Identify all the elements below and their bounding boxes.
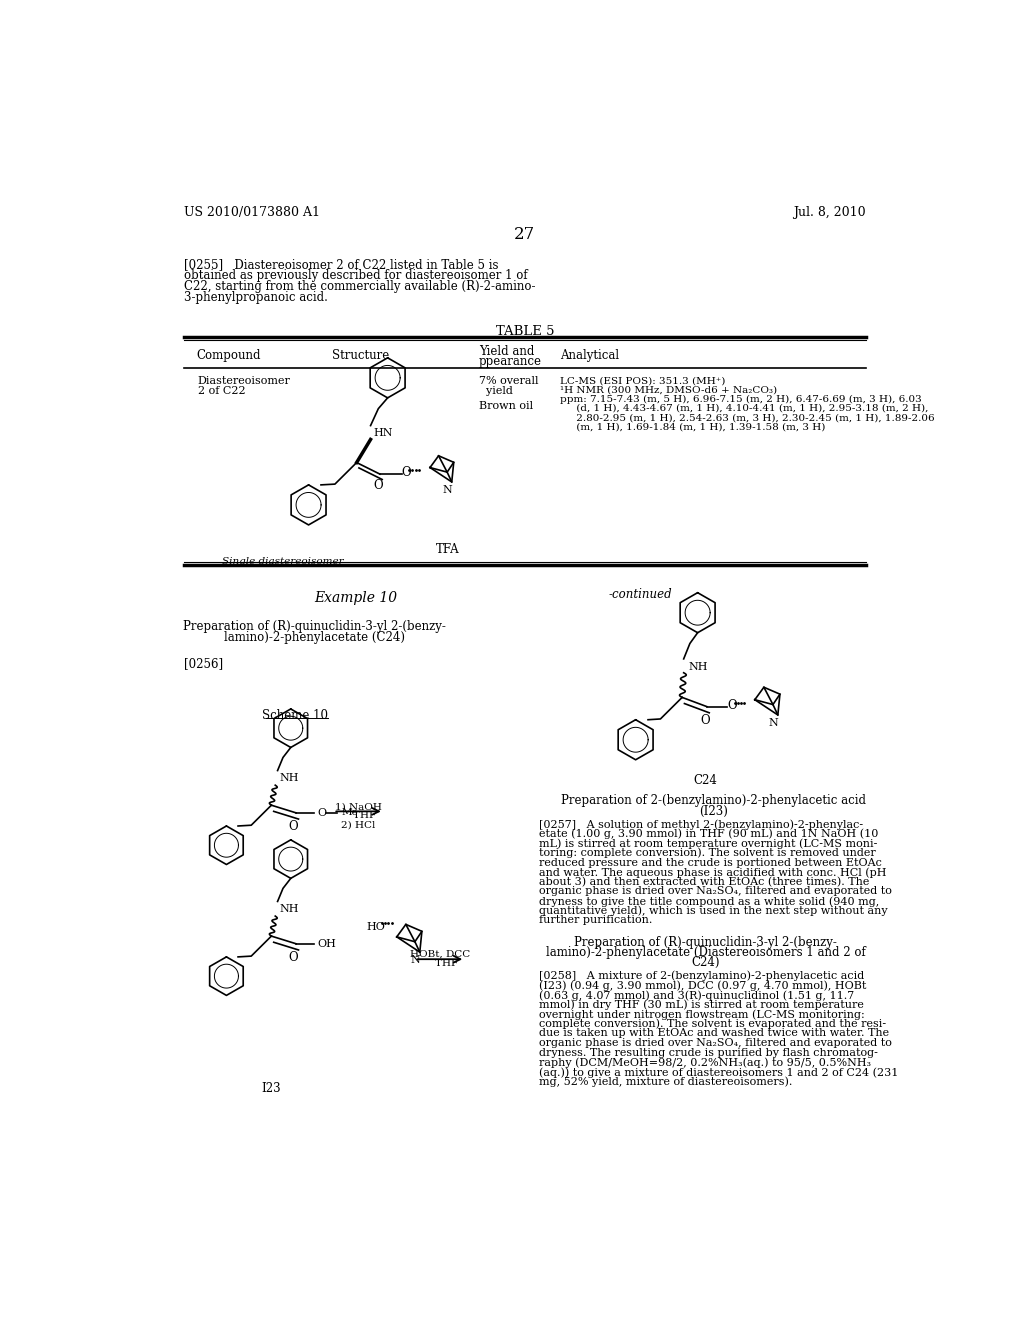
Text: dryness to give the title compound as a white solid (940 mg,: dryness to give the title compound as a … [539, 896, 879, 907]
Text: NH: NH [280, 904, 299, 915]
Text: Structure: Structure [332, 350, 389, 363]
Text: 27: 27 [514, 226, 536, 243]
Text: Single diastereoisomer: Single diastereoisomer [222, 557, 344, 566]
Text: NH: NH [688, 661, 708, 672]
Text: etate (1.00 g, 3.90 mmol) in THF (90 mL) and 1N NaOH (10: etate (1.00 g, 3.90 mmol) in THF (90 mL)… [539, 829, 879, 840]
Text: Jul. 8, 2010: Jul. 8, 2010 [794, 206, 866, 219]
Text: organic phase is dried over Na₂SO₄, filtered and evaporated to: organic phase is dried over Na₂SO₄, filt… [539, 1038, 892, 1048]
Text: quantitative yield), which is used in the next step without any: quantitative yield), which is used in th… [539, 906, 888, 916]
Text: mg, 52% yield, mixture of diastereoisomers).: mg, 52% yield, mixture of diastereoisome… [539, 1077, 793, 1088]
Text: O: O [727, 698, 736, 711]
Text: 1) NaOH: 1) NaOH [335, 803, 382, 810]
Text: O: O [289, 820, 298, 833]
Text: O: O [374, 479, 383, 492]
Text: ppearance: ppearance [479, 355, 542, 368]
Text: O: O [700, 714, 711, 727]
Text: LC-MS (ESI POS): 351.3 (MH⁺): LC-MS (ESI POS): 351.3 (MH⁺) [560, 376, 726, 385]
Text: US 2010/0173880 A1: US 2010/0173880 A1 [183, 206, 319, 219]
Text: I23: I23 [261, 1082, 282, 1096]
Text: HN: HN [374, 428, 393, 438]
Text: overnight under nitrogen flowstream (LC-MS monitoring:: overnight under nitrogen flowstream (LC-… [539, 1010, 864, 1020]
Text: 2) HCl: 2) HCl [341, 821, 376, 829]
Text: Preparation of 2-(benzylamino)-2-phenylacetic acid: Preparation of 2-(benzylamino)-2-phenyla… [560, 795, 865, 808]
Text: [0257]   A solution of methyl 2-(benzylamino)-2-phenylac-: [0257] A solution of methyl 2-(benzylami… [539, 818, 863, 830]
Text: OH: OH [317, 939, 337, 949]
Text: yield: yield [479, 385, 513, 396]
Text: O: O [289, 952, 298, 964]
Text: mL) is stirred at room temperature overnight (LC-MS moni-: mL) is stirred at room temperature overn… [539, 838, 878, 849]
Text: due is taken up with EtOAc and washed twice with water. The: due is taken up with EtOAc and washed tw… [539, 1028, 889, 1039]
Text: [0256]: [0256] [183, 657, 223, 671]
Text: TFA: TFA [436, 544, 460, 557]
Text: lamino)-2-phenylacetate (Diastereoisomers 1 and 2 of: lamino)-2-phenylacetate (Diastereoisomer… [546, 946, 865, 960]
Text: organic phase is dried over Na₂SO₄, filtered and evaporated to: organic phase is dried over Na₂SO₄, filt… [539, 887, 892, 896]
Text: (I23): (I23) [698, 805, 728, 818]
Text: Analytical: Analytical [560, 350, 620, 363]
Text: 2 of C22: 2 of C22 [198, 385, 246, 396]
Text: (I23) (0.94 g, 3.90 mmol), DCC (0.97 g, 4.70 mmol), HOBt: (I23) (0.94 g, 3.90 mmol), DCC (0.97 g, … [539, 981, 866, 991]
Text: [0258]   A mixture of 2-(benzylamino)-2-phenylacetic acid: [0258] A mixture of 2-(benzylamino)-2-ph… [539, 970, 864, 981]
Text: Scheme 10: Scheme 10 [261, 709, 328, 722]
Text: (m, 1 H), 1.69-1.84 (m, 1 H), 1.39-1.58 (m, 3 H): (m, 1 H), 1.69-1.84 (m, 1 H), 1.39-1.58 … [560, 422, 825, 432]
Text: NH: NH [280, 774, 299, 783]
Text: ¹H NMR (300 MHz, DMSO-d6 + Na₂CO₃): ¹H NMR (300 MHz, DMSO-d6 + Na₂CO₃) [560, 385, 777, 395]
Text: Diastereoisomer: Diastereoisomer [198, 376, 291, 387]
Text: and water. The aqueous phase is acidified with conc. HCl (pH: and water. The aqueous phase is acidifie… [539, 867, 886, 878]
Text: Preparation of (R)-quinuclidin-3-yl 2-(benzy-: Preparation of (R)-quinuclidin-3-yl 2-(b… [573, 936, 837, 949]
Text: 7% overall: 7% overall [479, 376, 539, 387]
Text: reduced pressure and the crude is portioned between EtOAc: reduced pressure and the crude is portio… [539, 858, 882, 867]
Text: C24: C24 [693, 775, 718, 788]
Text: complete conversion). The solvent is evaporated and the resi-: complete conversion). The solvent is eva… [539, 1019, 886, 1030]
Text: [0255]   Diastereoisomer 2 of C22 listed in Table 5 is: [0255] Diastereoisomer 2 of C22 listed i… [183, 259, 499, 272]
Text: further purification.: further purification. [539, 915, 652, 925]
Text: about 3) and then extracted with EtOAc (three times). The: about 3) and then extracted with EtOAc (… [539, 876, 869, 887]
Text: lamino)-2-phenylacetate (C24): lamino)-2-phenylacetate (C24) [223, 631, 404, 644]
Text: HO: HO [367, 921, 386, 932]
Text: Example 10: Example 10 [314, 591, 397, 605]
Text: C22, starting from the commercially available (R)-2-amino-: C22, starting from the commercially avai… [183, 280, 536, 293]
Text: Me: Me [341, 808, 357, 817]
Text: N: N [410, 956, 420, 965]
Text: THF: THF [340, 812, 376, 820]
Text: TABLE 5: TABLE 5 [496, 325, 554, 338]
Text: HOBt, DCC: HOBt, DCC [411, 950, 470, 958]
Text: (0.63 g, 4.07 mmol) and 3(R)-quinuclidinol (1.51 g, 11.7: (0.63 g, 4.07 mmol) and 3(R)-quinuclidin… [539, 990, 854, 1001]
Text: obtained as previously described for diastereoisomer 1 of: obtained as previously described for dia… [183, 269, 527, 282]
Text: mmol) in dry THF (30 mL) is stirred at room temperature: mmol) in dry THF (30 mL) is stirred at r… [539, 999, 863, 1010]
Text: Yield and: Yield and [479, 345, 535, 358]
Text: 3-phenylpropanoic acid.: 3-phenylpropanoic acid. [183, 290, 328, 304]
Text: 2.80-2.95 (m, 1 H), 2.54-2.63 (m, 3 H), 2.30-2.45 (m, 1 H), 1.89-2.06: 2.80-2.95 (m, 1 H), 2.54-2.63 (m, 3 H), … [560, 413, 935, 422]
Text: Compound: Compound [197, 350, 261, 363]
Text: Brown oil: Brown oil [479, 401, 534, 411]
Text: C24): C24) [691, 956, 720, 969]
Text: (d, 1 H), 4.43-4.67 (m, 1 H), 4.10-4.41 (m, 1 H), 2.95-3.18 (m, 2 H),: (d, 1 H), 4.43-4.67 (m, 1 H), 4.10-4.41 … [560, 404, 929, 413]
Text: O: O [317, 808, 327, 818]
Text: N: N [442, 484, 452, 495]
Text: dryness. The resulting crude is purified by flash chromatog-: dryness. The resulting crude is purified… [539, 1048, 878, 1057]
Text: (aq.)) to give a mixture of diastereoisomers 1 and 2 of C24 (231: (aq.)) to give a mixture of diastereoiso… [539, 1067, 898, 1077]
Text: toring: complete conversion). The solvent is removed under: toring: complete conversion). The solven… [539, 847, 876, 858]
Text: raphy (DCM/MeOH=98/2, 0.2%NH₃(aq.) to 95/5, 0.5%NH₃: raphy (DCM/MeOH=98/2, 0.2%NH₃(aq.) to 95… [539, 1057, 870, 1068]
Text: O: O [401, 466, 412, 479]
Text: N: N [768, 718, 778, 729]
Text: ppm: 7.15-7.43 (m, 5 H), 6.96-7.15 (m, 2 H), 6.47-6.69 (m, 3 H), 6.03: ppm: 7.15-7.43 (m, 5 H), 6.96-7.15 (m, 2… [560, 395, 923, 404]
Text: -continued: -continued [608, 589, 672, 601]
Text: THF: THF [422, 960, 459, 968]
Text: Preparation of (R)-quinuclidin-3-yl 2-(benzy-: Preparation of (R)-quinuclidin-3-yl 2-(b… [182, 620, 445, 634]
